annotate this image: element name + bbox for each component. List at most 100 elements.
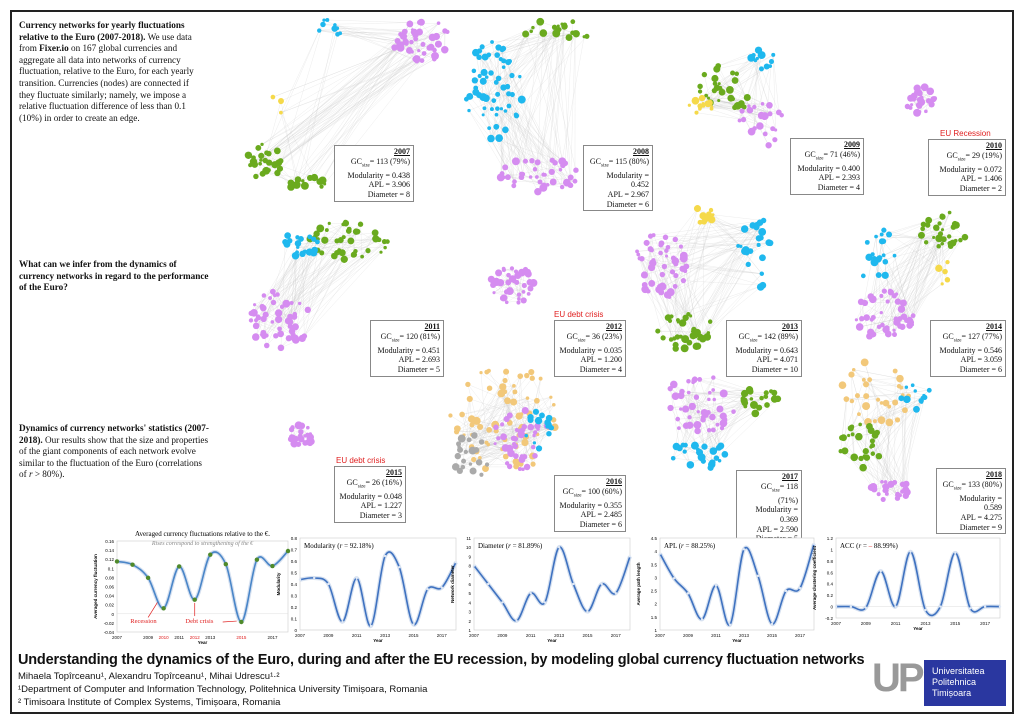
data-point <box>543 601 547 604</box>
currency-node <box>892 328 896 332</box>
currency-node <box>710 461 715 465</box>
currency-node <box>903 480 910 488</box>
stats-year: 2015 <box>386 468 402 477</box>
gc-sub: size <box>957 157 966 163</box>
currency-node <box>284 232 291 239</box>
data-point <box>600 582 603 586</box>
currency-node <box>935 264 943 273</box>
currency-node <box>885 418 894 427</box>
x-tick-label: 2013 <box>920 621 931 626</box>
currency-node <box>549 157 555 163</box>
stats-modularity: Modularity = 0.451 <box>377 345 440 355</box>
currency-node <box>636 252 641 257</box>
currency-node <box>502 126 509 134</box>
currency-node <box>658 289 665 296</box>
data-point <box>742 548 746 551</box>
currency-node <box>560 22 564 26</box>
currency-node <box>278 98 284 104</box>
data-point <box>114 559 120 564</box>
title-part: = 81.89%) <box>511 542 543 550</box>
currency-node <box>407 20 413 25</box>
data-point <box>784 589 788 593</box>
currency-node <box>512 389 518 395</box>
currency-node <box>694 427 701 435</box>
currency-node <box>454 452 461 460</box>
currency-node <box>847 433 851 437</box>
currency-node <box>262 311 269 318</box>
currency-node <box>584 33 590 39</box>
data-point <box>924 608 927 612</box>
currency-node <box>711 375 716 380</box>
currency-node <box>677 392 685 400</box>
currency-node <box>263 342 270 349</box>
currency-node <box>879 232 884 237</box>
question-heading: What can we infer from the dynamics of c… <box>19 259 209 293</box>
currency-node <box>913 389 917 393</box>
currency-node <box>248 318 254 323</box>
data-point <box>341 620 344 623</box>
stats-apl: APL = 1.406 <box>960 174 1002 184</box>
currency-node <box>469 467 477 475</box>
currency-node <box>478 455 482 460</box>
currency-node <box>534 188 542 196</box>
currency-node <box>709 413 716 421</box>
currency-node <box>299 250 306 258</box>
currency-node <box>528 369 535 376</box>
currency-node <box>303 434 307 438</box>
currency-node <box>952 221 960 229</box>
currency-node <box>296 245 300 249</box>
network-stats-2014: 2014 GCsize= 127 (77%) Modularity = 0.54… <box>930 320 1006 377</box>
currency-node <box>894 495 901 501</box>
currency-node <box>506 412 513 419</box>
currency-node <box>935 234 944 243</box>
data-point <box>412 623 415 626</box>
currency-node <box>635 249 639 254</box>
stats-diameter: Diameter = 5 <box>397 364 440 374</box>
x-tick-label: 2009 <box>143 635 154 640</box>
stats-modularity: Modularity = 0.452 <box>606 170 649 190</box>
currency-node <box>696 410 700 414</box>
y-tick-label: 3.5 <box>651 562 658 567</box>
stats-gc: GCsize= 120 (81%) <box>374 332 440 346</box>
currency-node <box>895 493 899 497</box>
currency-node <box>502 175 506 180</box>
currency-node <box>288 184 293 189</box>
currency-node <box>559 184 565 190</box>
currency-node <box>707 319 713 324</box>
currency-node <box>673 261 679 267</box>
currency-node <box>506 272 511 278</box>
currency-node <box>519 454 525 459</box>
currency-node <box>532 441 537 445</box>
currency-node <box>253 303 257 307</box>
currency-node <box>517 466 522 471</box>
currency-node <box>506 91 512 97</box>
currency-node <box>472 48 480 57</box>
currency-node <box>436 21 441 25</box>
currency-node <box>678 319 687 327</box>
currency-node <box>885 299 890 304</box>
currency-node <box>417 19 423 26</box>
currency-node <box>493 80 499 85</box>
currency-node <box>534 159 541 166</box>
gc-label: GC <box>350 156 362 166</box>
currency-node <box>504 397 512 405</box>
currency-node <box>721 450 729 458</box>
currency-node <box>876 492 881 497</box>
y-tick-label: 0.3 <box>291 594 298 599</box>
data-point <box>369 624 373 628</box>
y-tick-label: 0 <box>111 612 114 617</box>
title-part: – <box>868 542 873 550</box>
currency-node <box>862 402 871 411</box>
currency-node <box>548 168 555 175</box>
currency-node <box>353 248 358 254</box>
currency-node <box>765 142 772 149</box>
gc-value: = 120 (81%) <box>399 331 440 341</box>
currency-node <box>945 259 950 265</box>
currency-node <box>495 91 501 97</box>
network-stats-2015: 2015 GCsize= 26 (16%) Modularity = 0.048… <box>334 466 406 523</box>
stats-diameter: Diameter = 3 <box>359 510 402 520</box>
currency-node <box>687 415 692 420</box>
currency-node <box>471 77 479 84</box>
currency-node <box>916 96 923 103</box>
stats-year: 2014 <box>986 322 1002 331</box>
